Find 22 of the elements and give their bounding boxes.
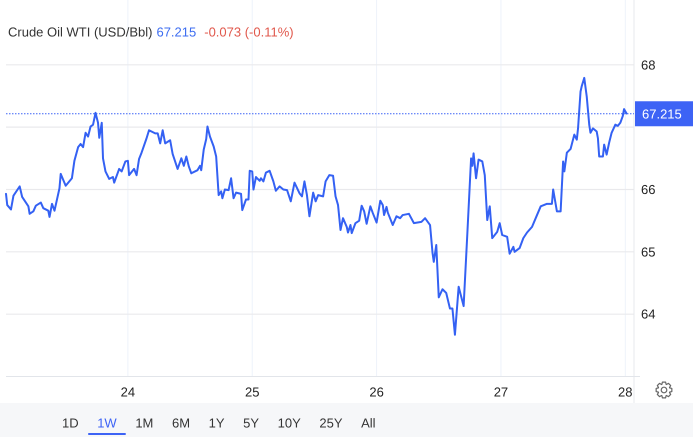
text: 1M [135,415,154,430]
text: 1Y [208,415,225,430]
text: 1D [62,415,79,430]
text: Crude Oil WTI (USD/Bbl) [8,24,152,40]
text: 10Y [278,415,302,430]
x-tick-label: 28 [618,384,633,400]
text: 1W [97,415,118,430]
y-tick-label: 65 [641,244,656,260]
annotation: -0.073 (-0.11%) [204,24,294,40]
annotation: 67.215 [156,24,196,40]
x-tick-label: 26 [369,384,384,400]
text: 5Y [243,415,260,430]
x-tick-label: 27 [494,384,508,400]
x-tick-label: 25 [244,384,260,400]
text: All [361,415,376,430]
text: 6M [172,415,190,430]
y-tick-label: 66 [641,182,656,198]
x-tick-label: 24 [120,384,136,400]
ref-line-label: 67.215 [642,106,682,122]
y-tick-label: 64 [641,306,656,322]
text: 25Y [319,415,343,430]
y-tick-label: 68 [641,57,656,72]
